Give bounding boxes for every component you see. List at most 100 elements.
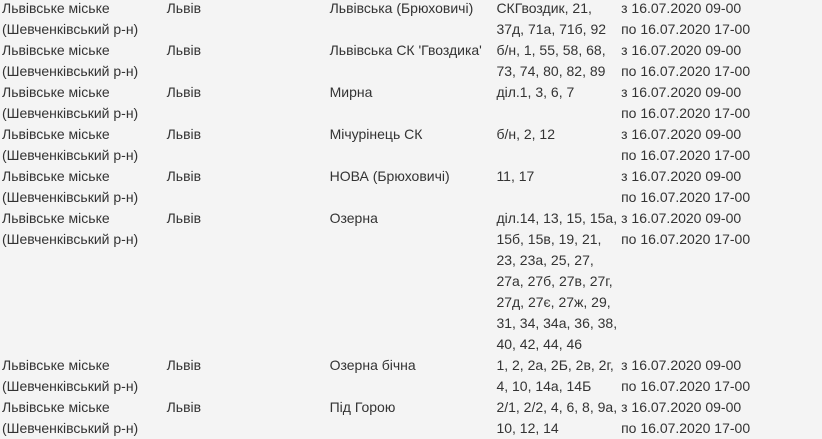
houses-line: 11, 17: [496, 168, 535, 184]
houses-line: 15б, 15в, 19, 21,: [496, 231, 602, 247]
time-line: з 16.07.2020 09-00: [621, 126, 742, 142]
houses-cell: діл.14, 13, 15, 15а, 15б, 15в, 19, 21, 23,…: [494, 208, 619, 355]
houses-line: б/н, 2, 12: [496, 126, 555, 142]
houses-line: 1, 2, 2а, 2Б, 2в, 2г,: [496, 357, 614, 373]
time-cell: з 16.07.2020 09-00 по 16.07.2020 17-00: [619, 166, 822, 208]
district-line: (Шевченківський р-н): [2, 105, 139, 121]
table-row: Львівське міське (Шевченківський р-н) Льві…: [0, 397, 822, 439]
houses-cell: б/н, 2, 12: [494, 124, 619, 166]
district-line: Львівське міське: [2, 126, 110, 142]
city-line: Львів: [166, 84, 202, 100]
district-line: (Шевченківський р-н): [2, 378, 139, 394]
time-line: з 16.07.2020 09-00: [621, 84, 742, 100]
houses-line: СКГвоздик, 21,: [496, 0, 592, 16]
time-line: по 16.07.2020 17-00: [621, 231, 751, 247]
street-line: Під Горою: [329, 399, 396, 415]
street-cell: Мирна: [328, 82, 495, 124]
street-cell: Мічурінець СК: [328, 124, 495, 166]
district-cell: Львівське міське (Шевченківський р-н): [0, 397, 165, 439]
time-line: з 16.07.2020 09-00: [621, 399, 742, 415]
houses-cell: 11, 17: [494, 166, 619, 208]
street-cell: Під Горою: [328, 397, 495, 439]
street-line: Львівська (Брюховичі): [329, 0, 474, 16]
houses-line: діл.1, 3, 6, 7: [496, 84, 575, 100]
district-line: Львівське міське: [2, 42, 110, 58]
city-cell: Львів: [165, 166, 328, 208]
time-line: з 16.07.2020 09-00: [621, 0, 742, 16]
street-line: НОВА (Брюховичі): [329, 168, 450, 184]
district-cell: Львівське міське (Шевченківський р-н): [0, 208, 165, 355]
houses-line: 4, 10, 14а, 14Б: [496, 378, 592, 394]
district-line: Львівське міське: [2, 357, 110, 373]
houses-line: 2/1, 2/2, 4, 6, 8, 9а,: [496, 399, 618, 415]
houses-line: 10, 12, 14: [496, 420, 559, 436]
time-cell: з 16.07.2020 09-00 по 16.07.2020 17-00: [619, 0, 822, 40]
houses-line: 73, 74, 80, 82, 89: [496, 63, 606, 79]
houses-line: б/н, 1, 55, 58, 68,: [496, 42, 606, 58]
city-line: Львів: [166, 42, 202, 58]
district-cell: Львівське міське (Шевченківський р-н): [0, 82, 165, 124]
district-line: Львівське міське: [2, 399, 110, 415]
time-line: по 16.07.2020 17-00: [621, 147, 751, 163]
time-cell: з 16.07.2020 09-00 по 16.07.2020 17-00: [619, 40, 822, 82]
houses-line: діл.14, 13, 15, 15а,: [496, 210, 618, 226]
district-cell: Львівське міське (Шевченківський р-н): [0, 40, 165, 82]
table-row: Львівське міське (Шевченківський р-н) Льві…: [0, 40, 822, 82]
district-cell: Львівське міське (Шевченківський р-н): [0, 124, 165, 166]
table-row: Львівське міське (Шевченківський р-н) Льві…: [0, 124, 822, 166]
time-line: з 16.07.2020 09-00: [621, 42, 742, 58]
time-line: по 16.07.2020 17-00: [621, 189, 751, 205]
houses-line: 27а, 27б, 27в, 27г,: [496, 273, 613, 289]
district-cell: Львівське міське (Шевченківський р-н): [0, 0, 165, 40]
table-row: Львівське міське (Шевченківський р-н) Льві…: [0, 166, 822, 208]
street-cell: Озерна бічна: [328, 355, 495, 397]
houses-cell: СКГвоздик, 21, 37д, 71а, 71б, 92: [494, 0, 619, 40]
city-line: Львів: [166, 357, 202, 373]
time-line: по 16.07.2020 17-00: [621, 105, 751, 121]
district-line: Львівське міське: [2, 168, 110, 184]
time-line: по 16.07.2020 17-00: [621, 378, 751, 394]
district-line: (Шевченківський р-н): [2, 189, 139, 205]
city-cell: Львів: [165, 82, 328, 124]
street-line: Мирна: [329, 84, 373, 100]
table-row: Львівське міське (Шевченківський р-н) Льві…: [0, 0, 822, 40]
houses-line: 31, 34, 34а, 36, 38,: [496, 315, 618, 331]
city-cell: Львів: [165, 208, 328, 355]
time-cell: з 16.07.2020 09-00 по 16.07.2020 17-00: [619, 82, 822, 124]
houses-cell: б/н, 1, 55, 58, 68, 73, 74, 80, 82, 89: [494, 40, 619, 82]
street-cell: НОВА (Брюховичі): [328, 166, 495, 208]
district-line: (Шевченківський р-н): [2, 420, 139, 436]
city-cell: Львів: [165, 355, 328, 397]
street-cell: Озерна: [328, 208, 495, 355]
time-line: по 16.07.2020 17-00: [621, 420, 751, 436]
houses-cell: діл.1, 3, 6, 7: [494, 82, 619, 124]
street-line: Мічурінець СК: [329, 126, 423, 142]
time-cell: з 16.07.2020 09-00 по 16.07.2020 17-00: [619, 208, 822, 355]
city-cell: Львів: [165, 0, 328, 40]
district-line: Львівське міське: [2, 0, 110, 16]
time-line: з 16.07.2020 09-00: [621, 357, 742, 373]
district-line: (Шевченківський р-н): [2, 147, 139, 163]
district-line: (Шевченківський р-н): [2, 21, 139, 37]
time-cell: з 16.07.2020 09-00 по 16.07.2020 17-00: [619, 397, 822, 439]
table-row: Львівське міське (Шевченківський р-н) Льві…: [0, 82, 822, 124]
city-line: Львів: [166, 0, 202, 16]
street-line: Львівська СК 'Гвоздика': [329, 42, 482, 58]
district-cell: Львівське міське (Шевченківський р-н): [0, 166, 165, 208]
time-line: по 16.07.2020 17-00: [621, 21, 751, 37]
time-line: по 16.07.2020 17-00: [621, 63, 751, 79]
table-row: Львівське міське (Шевченківський р-н) Льві…: [0, 208, 822, 355]
city-cell: Львів: [165, 397, 328, 439]
time-line: з 16.07.2020 09-00: [621, 168, 742, 184]
district-cell: Львівське міське (Шевченківський р-н): [0, 355, 165, 397]
houses-line: 23, 23а, 25, 27,: [496, 252, 594, 268]
city-cell: Львів: [165, 40, 328, 82]
houses-line: 40, 42, 44, 46: [496, 336, 583, 352]
houses-cell: 1, 2, 2а, 2Б, 2в, 2г, 4, 10, 14а, 14Б: [494, 355, 619, 397]
city-line: Львів: [166, 210, 202, 226]
street-cell: Львівська (Брюховичі): [328, 0, 495, 40]
time-line: з 16.07.2020 09-00: [621, 210, 742, 226]
time-cell: з 16.07.2020 09-00 по 16.07.2020 17-00: [619, 355, 822, 397]
district-line: Львівське міське: [2, 210, 110, 226]
street-cell: Львівська СК 'Гвоздика': [328, 40, 495, 82]
